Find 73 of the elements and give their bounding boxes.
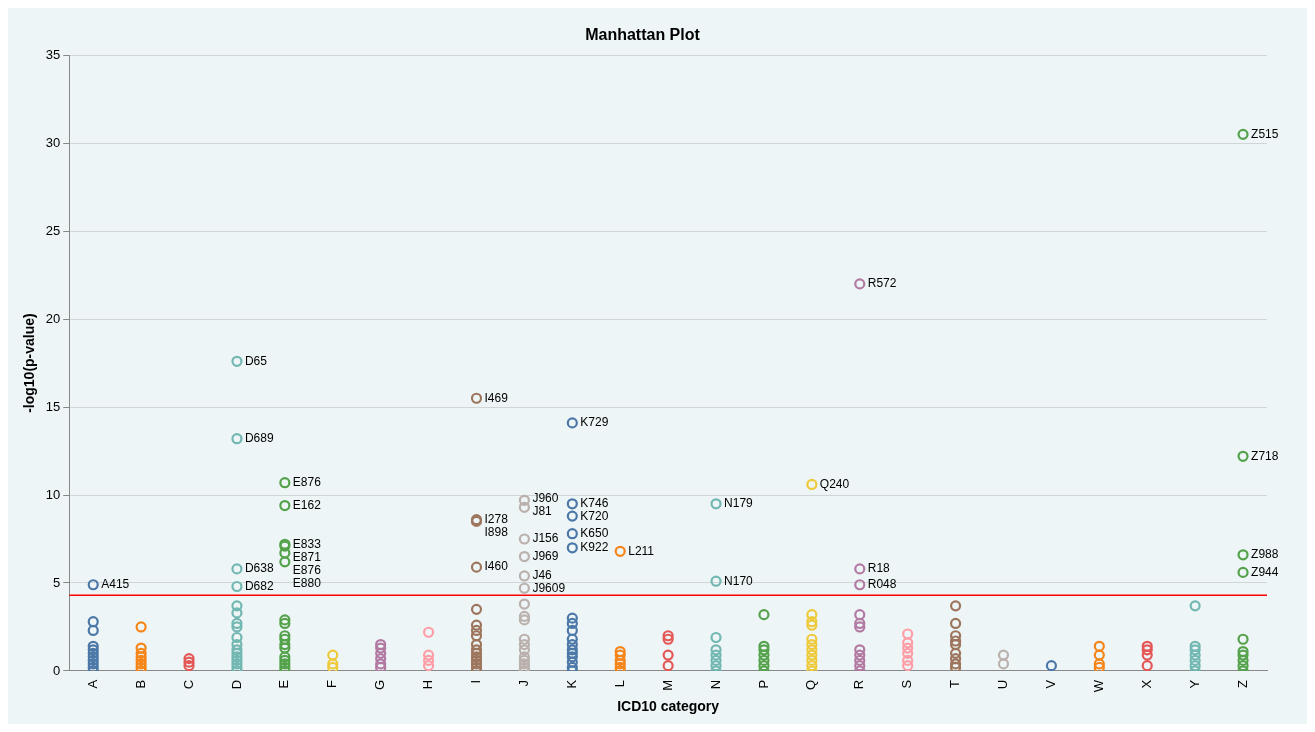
x-tick-label: G [372,679,388,691]
annotation: Z718 [1251,448,1279,463]
annotation: K729 [580,415,609,430]
annotation: I278 [484,511,509,526]
annotation: E871 [292,549,322,564]
annotation: J969 [532,548,559,563]
x-tick-label: M [659,679,675,691]
annotation: E833 [292,536,322,551]
annotation: R18 [867,561,891,576]
x-tick-label: N [707,679,723,690]
y-tick-label: 25 [45,222,61,238]
x-tick-label: A [84,679,100,689]
annotation: K720 [580,509,609,524]
y-tick-label: 30 [45,134,61,150]
annotation: J9609 [532,581,566,596]
annotation: E876 [292,475,322,490]
y-tick-label: 15 [45,398,61,414]
annotation: K746 [580,496,609,511]
annotation: Z515 [1251,126,1279,141]
x-tick-label: W [1090,679,1106,693]
x-tick-label: C [180,679,196,690]
x-tick-label: Y [1186,679,1202,689]
x-tick-label: S [899,679,915,689]
x-tick-label: U [995,679,1011,690]
x-tick-label: K [563,679,579,689]
y-tick-label: 5 [53,574,61,590]
x-axis-title: ICD10 category [617,698,720,715]
annotation: L211 [628,543,655,558]
annotation: D682 [244,578,274,593]
annotation: N170 [724,573,754,588]
x-tick-label: L [611,679,627,688]
annotation: A415 [101,577,130,592]
annotation: I898 [484,524,509,539]
annotation: N179 [724,496,754,511]
x-tick-label: D [228,679,244,690]
annotation: D65 [244,353,268,368]
annotation: Z988 [1251,547,1279,562]
x-tick-label: Z [1234,679,1250,688]
annotation: Q240 [819,476,850,491]
x-tick-label: E [276,679,292,689]
annotation: E162 [292,497,322,512]
x-tick-label: T [947,679,963,688]
annotation: Z944 [1251,564,1279,579]
annotation: I460 [484,559,509,574]
annotation: D689 [244,431,274,446]
x-tick-label: F [324,679,340,688]
y-tick-label: 10 [45,486,61,502]
x-tick-label: V [1042,679,1058,689]
annotation: E876 [292,562,322,577]
y-axis-title: -log10(p-value) [21,313,38,413]
x-tick-label: J [515,679,531,687]
annotation: J81 [532,503,553,518]
y-tick-label: 0 [53,662,61,678]
annotation: D638 [244,561,274,576]
annotation: J960 [532,490,559,505]
annotation: R572 [867,276,897,291]
x-tick-label: Q [803,679,819,691]
annotation: I469 [484,390,509,405]
annotation: K922 [580,540,609,555]
annotation: J156 [532,531,559,546]
annotation: K650 [580,526,609,541]
annotation: R048 [867,577,897,592]
y-tick-label: 35 [45,46,61,62]
annotation: E880 [292,575,322,590]
x-tick-label: R [851,679,867,690]
chart-title: Manhattan Plot [585,26,701,44]
x-tick-label: X [1138,679,1154,689]
x-tick-label: P [755,679,771,689]
x-tick-label: I [468,679,484,684]
x-tick-label: B [132,679,148,689]
annotation: J46 [532,568,553,583]
y-tick-label: 20 [45,310,61,326]
x-tick-label: H [420,679,436,690]
